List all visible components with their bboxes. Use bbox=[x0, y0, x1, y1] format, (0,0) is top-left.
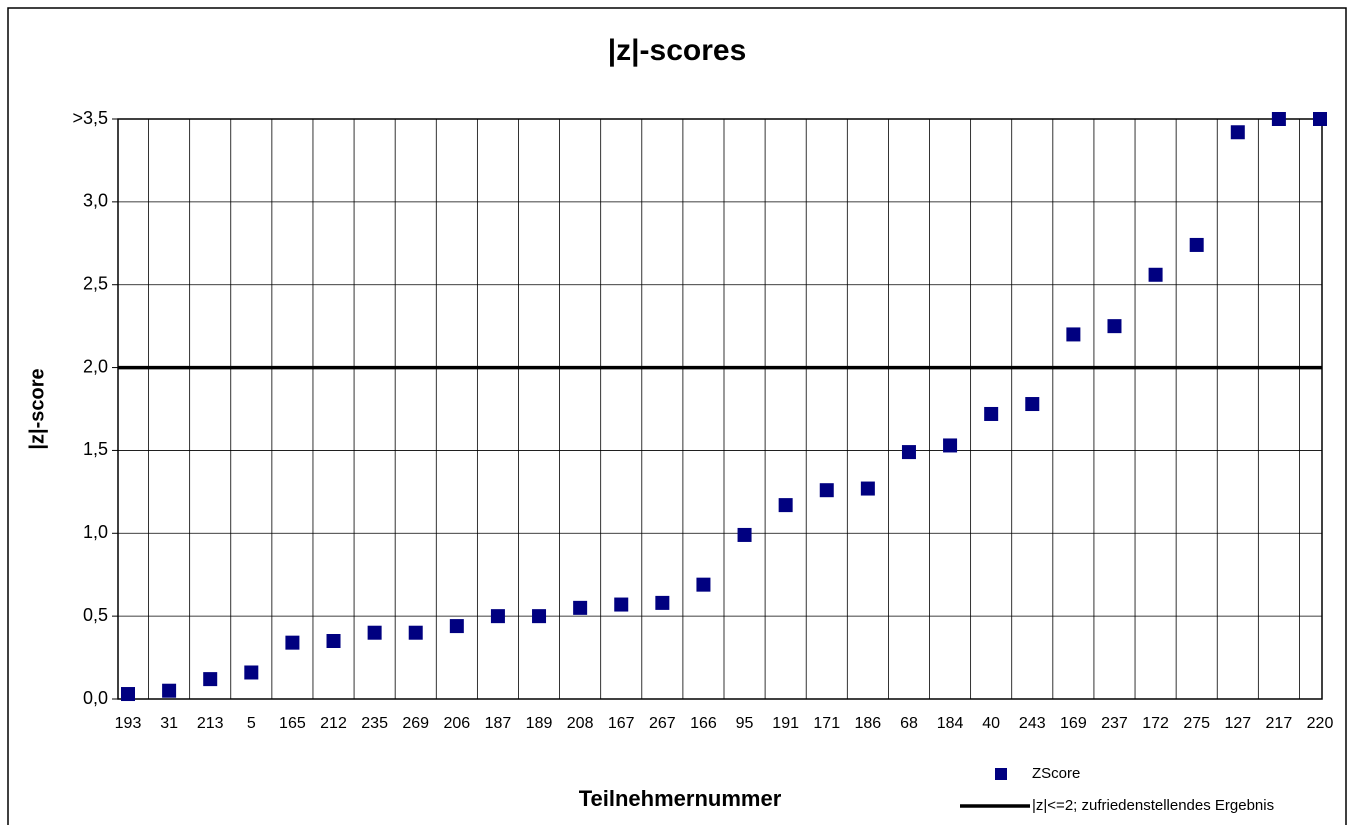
data-point bbox=[819, 483, 834, 498]
data-point bbox=[1148, 267, 1163, 282]
y-tick-label: 3,0 bbox=[83, 191, 108, 211]
x-tick-label: 213 bbox=[197, 715, 224, 732]
data-point bbox=[449, 619, 464, 634]
x-tick-label: 267 bbox=[649, 715, 676, 732]
data-point bbox=[901, 445, 916, 460]
x-tick-label: 166 bbox=[690, 715, 717, 732]
x-tick-label: 193 bbox=[115, 715, 142, 732]
x-tick-label: 235 bbox=[361, 715, 388, 732]
legend-marker bbox=[995, 768, 1007, 780]
x-tick-label: 243 bbox=[1019, 715, 1046, 732]
x-tick-label: 217 bbox=[1266, 715, 1293, 732]
x-tick-label: 31 bbox=[160, 715, 178, 732]
data-point bbox=[1271, 112, 1286, 126]
plot-frame bbox=[117, 118, 1323, 700]
data-point bbox=[1189, 237, 1204, 252]
y-tick-label: 0,0 bbox=[83, 688, 108, 708]
data-point bbox=[326, 634, 341, 648]
data-point bbox=[860, 481, 875, 496]
y-tick-label: >3,5 bbox=[72, 108, 108, 128]
data-point bbox=[696, 577, 711, 592]
y-tick-label: 2,0 bbox=[83, 356, 108, 376]
x-tick-label: 95 bbox=[736, 715, 754, 732]
data-point bbox=[1107, 319, 1122, 334]
data-point bbox=[408, 625, 423, 640]
y-tick-label: 0,5 bbox=[83, 605, 108, 625]
legend-label: ZScore bbox=[1032, 765, 1080, 782]
data-point bbox=[655, 595, 670, 610]
y-tick-label: 1,5 bbox=[83, 439, 108, 459]
x-tick-label: 184 bbox=[937, 715, 964, 732]
data-point bbox=[1230, 125, 1245, 140]
y-axis-label: |z|-score bbox=[26, 368, 48, 449]
chart-title: |z|-scores bbox=[608, 34, 747, 67]
data-point bbox=[532, 609, 547, 624]
y-tick-label: 2,5 bbox=[83, 273, 108, 293]
x-tick-label: 169 bbox=[1060, 715, 1087, 732]
data-point bbox=[614, 597, 629, 612]
data-point bbox=[285, 635, 300, 650]
x-tick-label: 191 bbox=[772, 715, 799, 732]
x-tick-label: 172 bbox=[1142, 715, 1169, 732]
x-tick-label: 275 bbox=[1183, 715, 1210, 732]
data-point bbox=[1025, 397, 1040, 412]
data-point bbox=[573, 600, 588, 615]
data-point bbox=[984, 406, 999, 421]
data-point bbox=[1313, 112, 1327, 126]
x-tick-label: 189 bbox=[526, 715, 553, 732]
data-point bbox=[203, 672, 218, 687]
x-tick-label: 127 bbox=[1224, 715, 1251, 732]
x-tick-label: 206 bbox=[443, 715, 470, 732]
data-point bbox=[737, 527, 752, 542]
data-point bbox=[943, 438, 958, 453]
data-point bbox=[1066, 327, 1081, 342]
x-tick-label: 165 bbox=[279, 715, 306, 732]
legend-label: |z|<=2; zufriedenstellendes Ergebnis bbox=[1032, 797, 1274, 814]
data-point bbox=[490, 609, 505, 624]
x-axis-label: Teilnehmernummer bbox=[579, 786, 782, 811]
data-point bbox=[121, 687, 135, 702]
x-tick-label: 269 bbox=[402, 715, 429, 732]
x-tick-label: 40 bbox=[982, 715, 1000, 732]
x-tick-label: 212 bbox=[320, 715, 347, 732]
x-tick-label: 171 bbox=[813, 715, 840, 732]
data-point bbox=[244, 665, 259, 680]
x-tick-label: 5 bbox=[247, 715, 256, 732]
x-tick-label: 237 bbox=[1101, 715, 1128, 732]
data-point bbox=[162, 683, 177, 698]
x-tick-label: 186 bbox=[855, 715, 882, 732]
data-point bbox=[778, 498, 793, 513]
data-point bbox=[367, 625, 382, 640]
y-tick-label: 1,0 bbox=[83, 522, 108, 542]
x-tick-label: 208 bbox=[567, 715, 594, 732]
x-tick-label: 220 bbox=[1307, 715, 1334, 732]
chart-border bbox=[7, 7, 1347, 825]
x-tick-label: 187 bbox=[485, 715, 512, 732]
x-tick-label: 167 bbox=[608, 715, 635, 732]
x-tick-label: 68 bbox=[900, 715, 918, 732]
